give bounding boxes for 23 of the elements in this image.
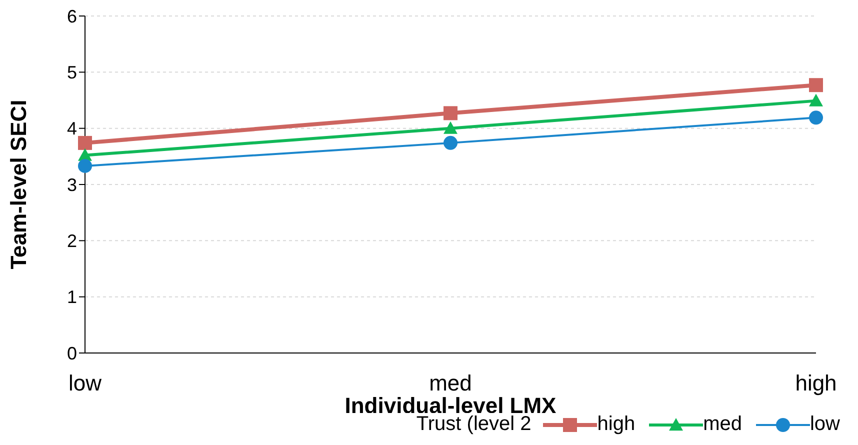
point [78, 158, 92, 173]
x-tick-label: med [429, 370, 472, 396]
legend-title: Trust (level 2 [416, 413, 532, 436]
x-tick-label: low [68, 370, 102, 396]
legend-label: med [703, 413, 742, 436]
legend-label: high [597, 413, 636, 436]
y-tick-label: 0 [66, 343, 77, 364]
y-tick-label: 6 [66, 6, 77, 26]
point [809, 78, 823, 92]
point [809, 94, 823, 106]
x-tick-label: high [795, 370, 837, 396]
y-tick-label: 1 [66, 287, 77, 308]
y-tick-label: 5 [66, 62, 77, 83]
y-tick-label: 3 [66, 174, 77, 195]
point [444, 136, 458, 150]
y-tick-label: 2 [66, 231, 77, 252]
point [444, 106, 458, 120]
y-axis-title: Team-level SECI [6, 100, 31, 270]
point [809, 110, 823, 125]
point [78, 136, 92, 150]
legend-label: low [810, 413, 840, 436]
y-tick-label: 4 [66, 118, 77, 139]
point [444, 121, 458, 134]
